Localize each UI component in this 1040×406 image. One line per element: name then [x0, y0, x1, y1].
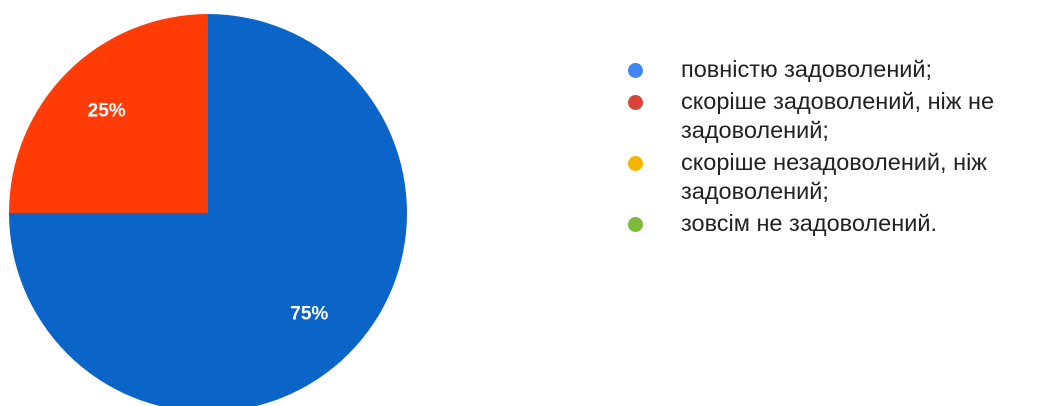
legend-item-rather-dissatisfied: скоріше незадоволений, ніж задоволений;: [628, 145, 1033, 206]
legend-item-not-satisfied: зовсім не задоволений.: [628, 206, 1033, 238]
legend-marker: [628, 63, 643, 78]
legend-marker: [628, 217, 643, 232]
pie-data-label-2: 25%: [88, 101, 126, 122]
pie-slice-1: [9, 14, 407, 406]
pie-chart-canvas: 75% 25%: [9, 14, 407, 406]
pie-data-label-1: 75%: [290, 303, 328, 324]
legend-marker: [628, 95, 643, 110]
legend-item-fully-satisfied: повністю задоволений;: [628, 52, 1033, 84]
legend-label: скоріше незадоволений, ніж задоволений;: [681, 149, 988, 204]
legend-label: зовсім не задоволений.: [681, 210, 937, 236]
legend: повністю задоволений; скоріше задоволени…: [628, 52, 1033, 238]
legend-label: скоріше задоволений, ніж не задоволений;: [681, 88, 995, 143]
legend-label: повністю задоволений;: [681, 56, 933, 82]
pie-slice-2: [9, 14, 208, 213]
legend-item-rather-satisfied: скоріше задоволений, ніж не задоволений;: [628, 84, 1033, 145]
legend-marker: [628, 156, 643, 171]
